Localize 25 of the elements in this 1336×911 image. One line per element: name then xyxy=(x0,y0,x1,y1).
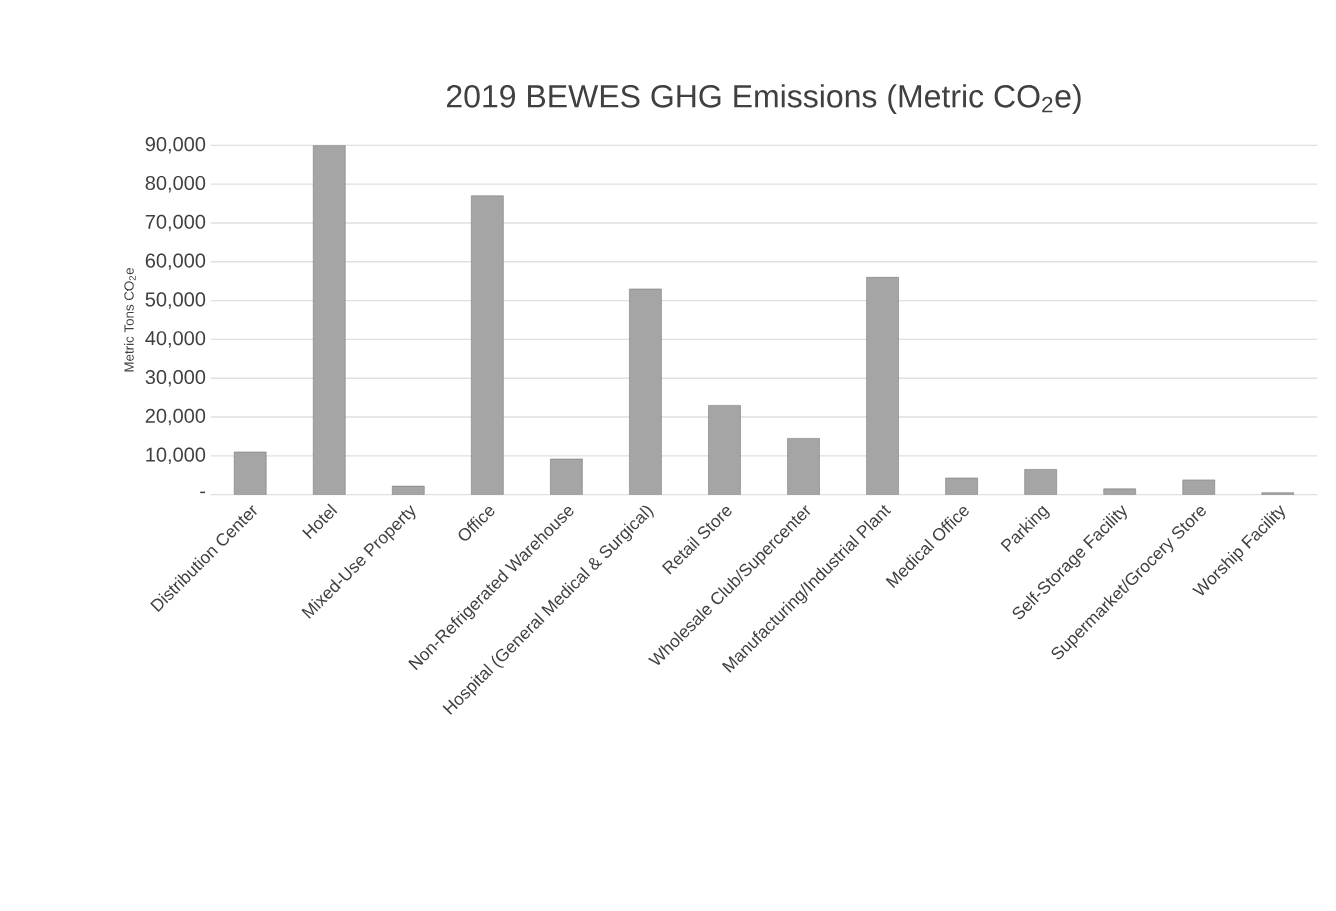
bar xyxy=(945,477,978,495)
y-tick-label: 20,000 xyxy=(145,408,206,426)
bar xyxy=(866,277,899,495)
y-tick-label: 70,000 xyxy=(145,214,206,232)
y-tick-label: 30,000 xyxy=(145,370,206,387)
bar xyxy=(629,288,662,495)
bar xyxy=(1182,479,1216,495)
chart-title: 2019 BEWES GHG Emissions (Metric CO$_{2}$e) xyxy=(446,84,1081,115)
bar xyxy=(1103,488,1136,495)
bar xyxy=(392,486,425,495)
bar xyxy=(1024,469,1057,495)
bar xyxy=(708,405,741,495)
y-axis-title: Metric Tons CO$_{2}$e xyxy=(123,268,136,372)
bar xyxy=(550,458,583,495)
bar xyxy=(787,438,820,495)
y-tick-label: 60,000 xyxy=(145,253,206,271)
y-tick-label: 10,000 xyxy=(146,447,206,465)
y-tick-label: 80,000 xyxy=(145,176,206,193)
y-tick-label: 50,000 xyxy=(145,292,206,310)
y-tick-label: 90,000 xyxy=(145,137,206,154)
bar xyxy=(471,195,504,495)
y-tick-label: 40,000 xyxy=(145,331,206,348)
bar xyxy=(233,451,267,495)
y-tick-label: - xyxy=(200,491,206,494)
bar xyxy=(312,145,346,495)
